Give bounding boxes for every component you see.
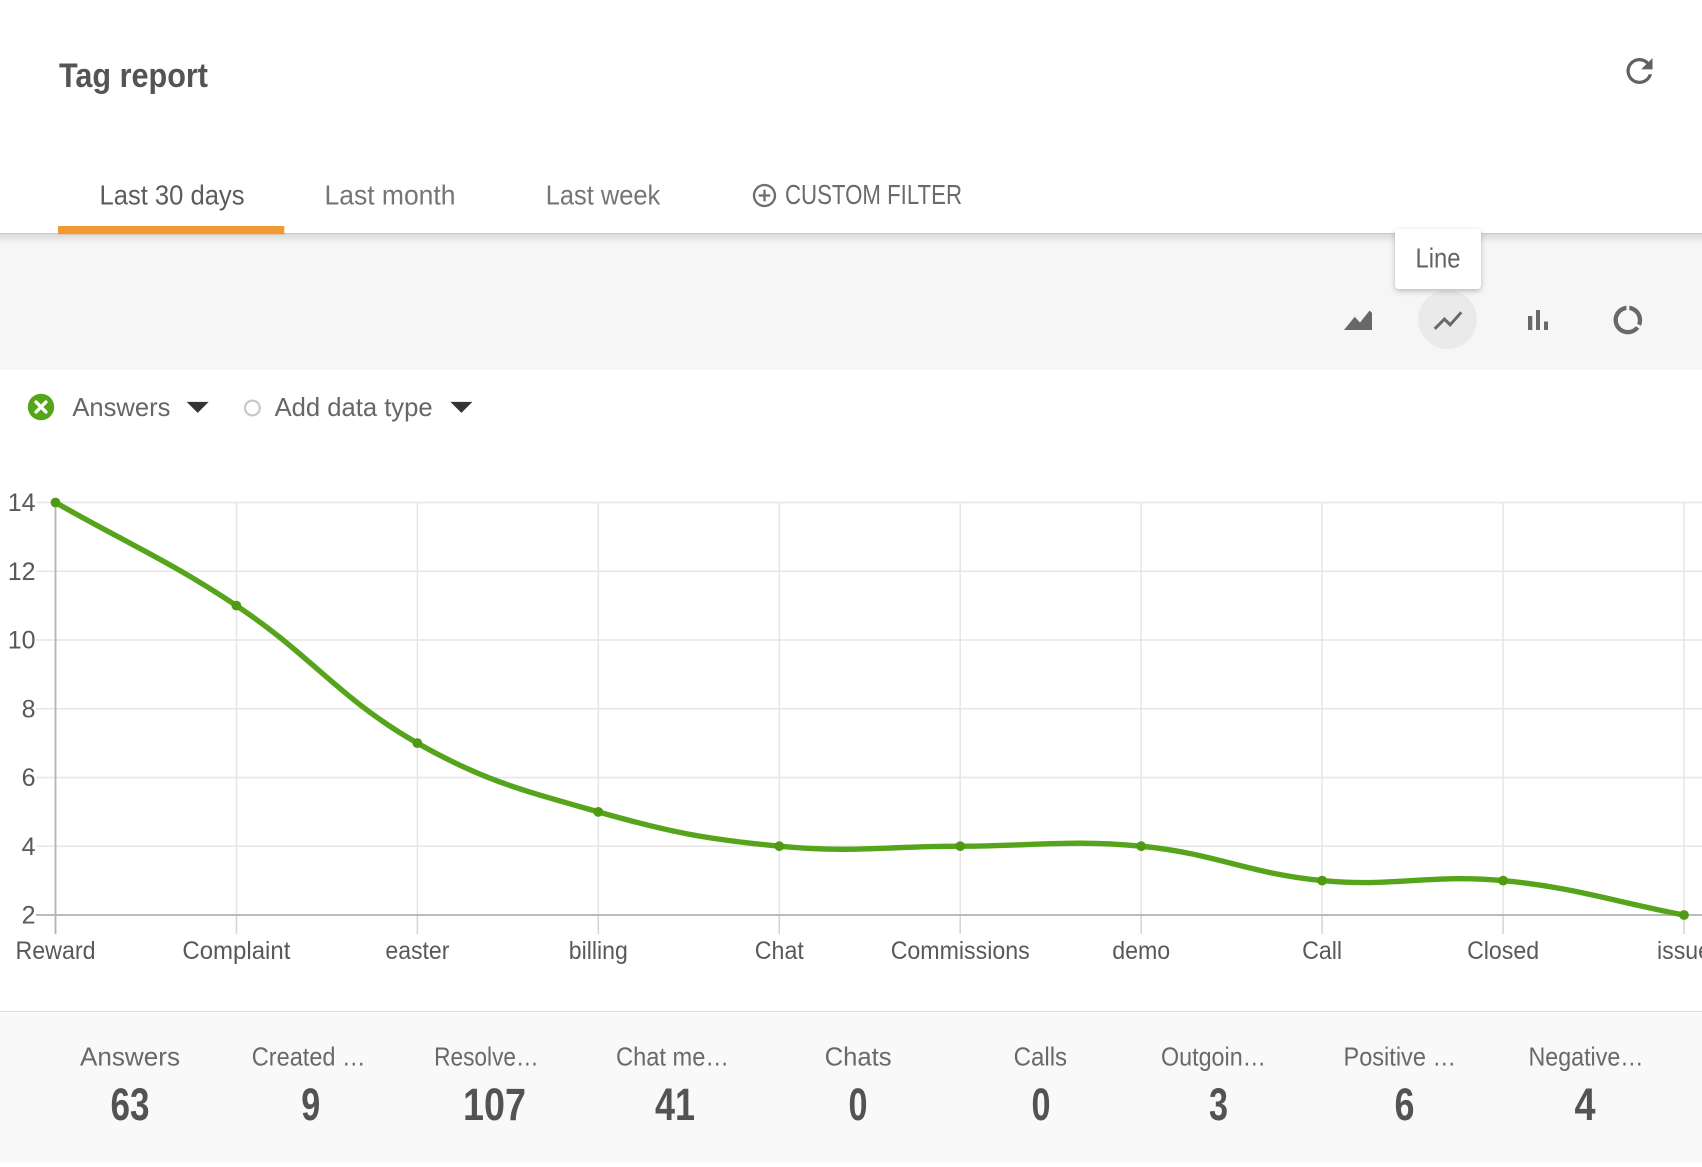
svg-text:Call: Call	[1302, 937, 1342, 965]
svg-text:3: 3	[1209, 1079, 1228, 1130]
svg-text:6: 6	[22, 764, 36, 792]
svg-text:Created …: Created …	[252, 1042, 366, 1072]
svg-text:Positive …: Positive …	[1344, 1042, 1457, 1072]
svg-text:Chat me…: Chat me…	[616, 1042, 729, 1072]
svg-text:12: 12	[8, 558, 36, 586]
svg-text:9: 9	[301, 1079, 320, 1130]
svg-text:billing: billing	[569, 937, 628, 965]
svg-text:Complaint: Complaint	[182, 937, 290, 965]
svg-text:107: 107	[463, 1079, 526, 1130]
svg-text:Last 30 days: Last 30 days	[100, 180, 245, 211]
svg-text:Chat: Chat	[755, 937, 804, 965]
svg-text:Answers: Answers	[80, 1042, 180, 1072]
svg-text:Chats: Chats	[825, 1042, 892, 1072]
svg-text:10: 10	[8, 627, 36, 655]
svg-text:4: 4	[22, 833, 36, 861]
svg-text:2: 2	[22, 902, 36, 930]
svg-text:Commissions: Commissions	[891, 937, 1030, 965]
svg-text:Negative…: Negative…	[1529, 1042, 1644, 1072]
svg-text:easter: easter	[385, 937, 449, 965]
svg-text:8: 8	[22, 696, 36, 724]
svg-text:Add data type: Add data type	[275, 392, 433, 422]
svg-text:0: 0	[1032, 1079, 1051, 1130]
svg-text:14: 14	[8, 489, 36, 517]
svg-text:63: 63	[111, 1079, 150, 1130]
svg-text:Outgoin…: Outgoin…	[1161, 1042, 1266, 1072]
svg-text:Answers: Answers	[72, 392, 170, 422]
svg-text:6: 6	[1395, 1079, 1415, 1130]
svg-text:Last month: Last month	[325, 180, 456, 211]
svg-text:4: 4	[1575, 1079, 1596, 1130]
svg-text:Tag report: Tag report	[59, 57, 208, 95]
svg-text:Last week: Last week	[546, 180, 661, 211]
svg-text:0: 0	[849, 1079, 868, 1130]
svg-text:issue: issue	[1657, 937, 1702, 965]
svg-text:Resolve…: Resolve…	[434, 1042, 539, 1072]
svg-text:Closed: Closed	[1467, 937, 1539, 965]
svg-text:Line: Line	[1416, 242, 1461, 273]
svg-text:CUSTOM FILTER: CUSTOM FILTER	[785, 179, 962, 210]
svg-text:41: 41	[655, 1079, 695, 1130]
svg-text:demo: demo	[1112, 937, 1170, 965]
svg-text:Calls: Calls	[1014, 1042, 1068, 1072]
svg-text:Reward: Reward	[16, 937, 96, 965]
